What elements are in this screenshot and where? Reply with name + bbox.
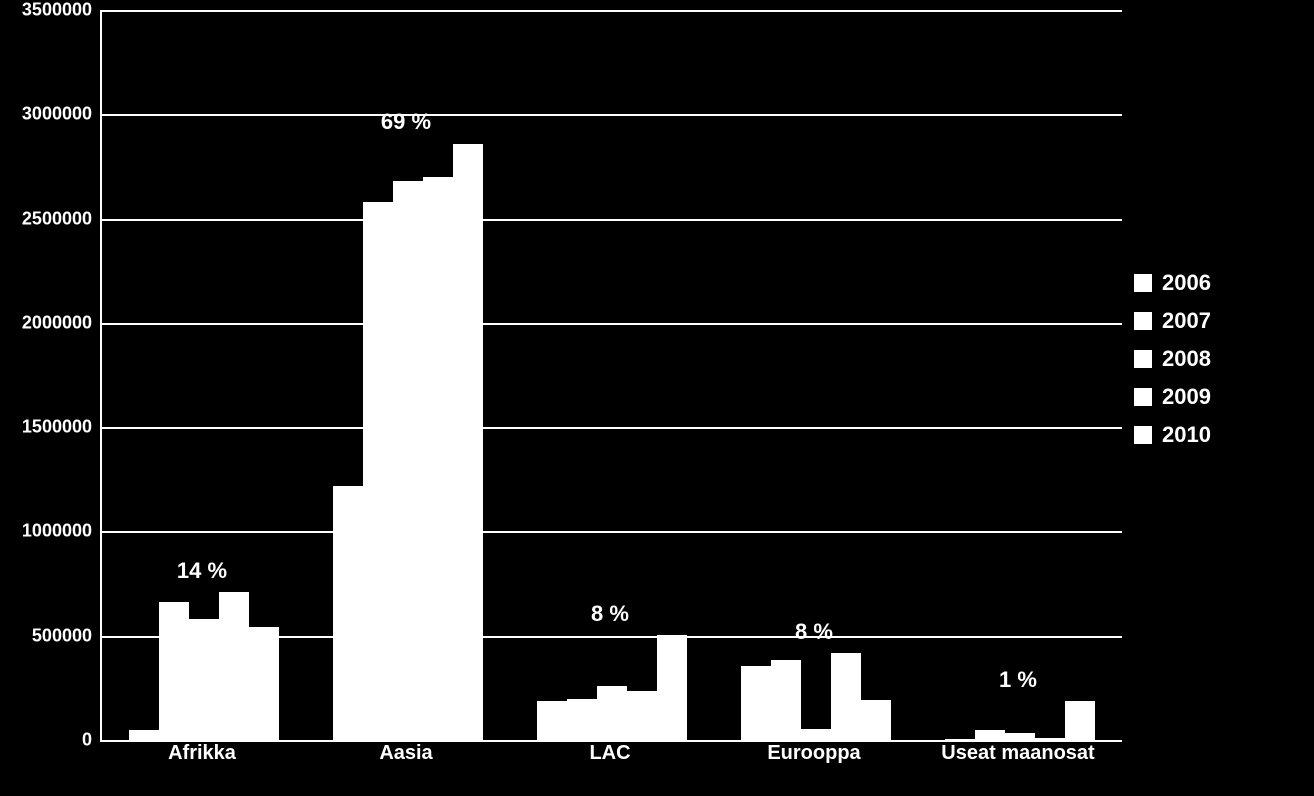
bar	[975, 730, 1005, 740]
bar-group	[741, 653, 891, 740]
percent-label: 14 %	[177, 558, 227, 584]
bar	[423, 177, 453, 740]
legend-item: 2006	[1134, 270, 1304, 296]
bar-group	[333, 144, 483, 741]
percent-label: 69 %	[381, 109, 431, 135]
legend-swatch	[1134, 388, 1152, 406]
bar	[249, 627, 279, 740]
bar	[801, 729, 831, 740]
gridline	[102, 114, 1122, 116]
bar	[393, 181, 423, 740]
legend-swatch	[1134, 312, 1152, 330]
bar	[861, 700, 891, 740]
y-tick-label: 0	[0, 730, 92, 751]
legend-label: 2010	[1162, 422, 1211, 448]
percent-label: 8 %	[795, 619, 833, 645]
gridline	[102, 531, 1122, 533]
bar	[657, 635, 687, 740]
bar	[189, 619, 219, 740]
bar	[363, 202, 393, 740]
legend-swatch	[1134, 350, 1152, 368]
bar	[945, 739, 975, 740]
legend-item: 2007	[1134, 308, 1304, 334]
percent-label: 8 %	[591, 601, 629, 627]
chart-container: 0 500000 1000000 1500000 2000000 2500000 30000…	[0, 0, 1314, 796]
legend: 2006 2007 2008 2009 2010	[1134, 270, 1304, 448]
category-label: Eurooppa	[714, 742, 914, 765]
legend-swatch	[1134, 274, 1152, 292]
category-label: Useat maanosat	[918, 742, 1118, 765]
category-label: LAC	[510, 742, 710, 765]
bar	[1035, 738, 1065, 740]
y-tick-label: 2000000	[0, 312, 92, 333]
y-tick-label: 500000	[0, 625, 92, 646]
legend-item: 2008	[1134, 346, 1304, 372]
bar	[1065, 701, 1095, 740]
gridline	[102, 427, 1122, 429]
gridline	[102, 323, 1122, 325]
y-tick-label: 1000000	[0, 521, 92, 542]
bar	[159, 602, 189, 740]
bar	[453, 144, 483, 741]
bar	[333, 486, 363, 740]
legend-item: 2010	[1134, 422, 1304, 448]
bar	[1005, 733, 1035, 740]
bar	[129, 730, 159, 740]
y-tick-label: 2500000	[0, 208, 92, 229]
bar	[741, 666, 771, 740]
legend-swatch	[1134, 426, 1152, 444]
legend-label: 2007	[1162, 308, 1211, 334]
percent-label: 1 %	[999, 667, 1037, 693]
bar-group	[945, 701, 1095, 740]
legend-label: 2006	[1162, 270, 1211, 296]
category-label: Aasia	[306, 742, 506, 765]
bar	[537, 701, 567, 740]
legend-item: 2009	[1134, 384, 1304, 410]
bar	[771, 660, 801, 740]
y-tick-label: 3000000	[0, 104, 92, 125]
category-label: Afrikka	[102, 742, 302, 765]
bar	[627, 691, 657, 740]
bar-group	[537, 635, 687, 740]
gridline	[102, 219, 1122, 221]
legend-label: 2008	[1162, 346, 1211, 372]
bar-group	[129, 592, 279, 740]
plot-area	[100, 10, 1122, 742]
y-tick-label: 1500000	[0, 417, 92, 438]
gridline	[102, 10, 1122, 12]
bar	[567, 699, 597, 740]
bar	[219, 592, 249, 740]
bar	[831, 653, 861, 740]
y-tick-label: 3500000	[0, 0, 92, 21]
bar	[597, 686, 627, 740]
legend-label: 2009	[1162, 384, 1211, 410]
